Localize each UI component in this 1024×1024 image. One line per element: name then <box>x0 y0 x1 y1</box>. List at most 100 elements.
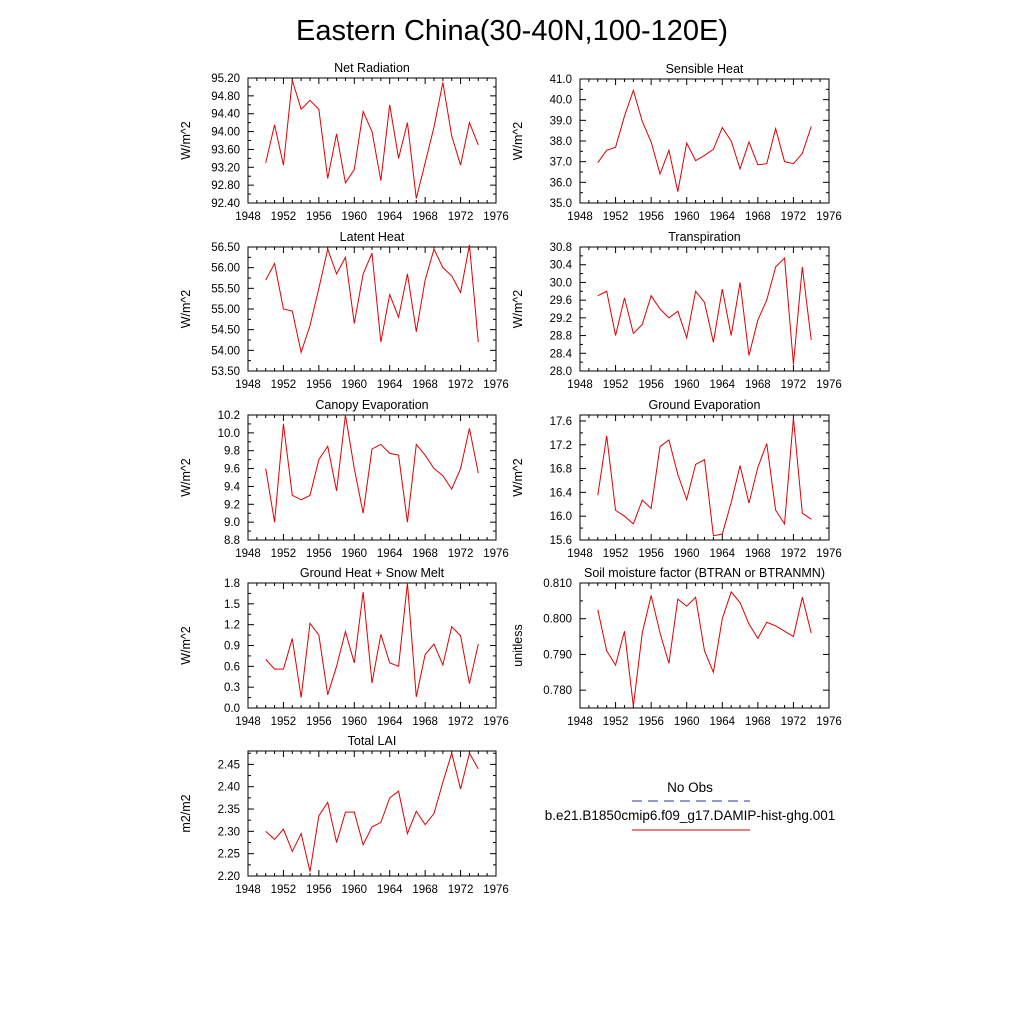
x-tick-label: 1960 <box>341 884 367 896</box>
y-axis-label: W/m^2 <box>179 626 193 665</box>
y-tick-label: 1.2 <box>224 620 240 632</box>
series-line <box>265 582 479 698</box>
x-tick-label: 1948 <box>567 379 593 391</box>
y-axis-label: W/m^2 <box>511 290 525 329</box>
x-tick-label: 1964 <box>709 379 735 391</box>
panel-1: Net Radiation W/m^2 1948 1952 1956 1960 1964 19… <box>179 61 509 223</box>
panel-title: Soil moisture factor (BTRAN or BTRANMN) <box>584 566 825 580</box>
y-tick-label: 38.0 <box>550 136 572 148</box>
x-tick-label: 1956 <box>306 884 332 896</box>
y-tick-label: 92.80 <box>211 180 240 192</box>
x-tick-label: 1976 <box>816 379 842 391</box>
series-line <box>265 751 479 872</box>
y-tick-label: 94.00 <box>211 127 240 139</box>
x-tick-label: 1960 <box>341 211 367 223</box>
panel-3: Latent Heat W/m^2 1948 1952 1956 1960 1964 1968… <box>179 230 509 391</box>
series-line <box>597 88 812 192</box>
y-tick-label: 28.8 <box>550 331 572 343</box>
y-tick-label: 30.0 <box>550 277 572 289</box>
panel-title: Sensible Heat <box>666 62 744 76</box>
plot-frame <box>247 582 497 709</box>
x-tick-label: 1948 <box>235 716 261 728</box>
y-tick-label: 0.6 <box>224 661 240 673</box>
x-tick-label: 1960 <box>674 379 700 391</box>
x-tick-label: 1964 <box>377 548 403 560</box>
y-tick-label: 54.00 <box>211 345 240 357</box>
y-tick-label: 0.9 <box>224 641 240 653</box>
x-tick-label: 1972 <box>448 379 474 391</box>
x-tick-label: 1948 <box>567 716 593 728</box>
y-tick-label: 1.8 <box>224 578 240 590</box>
x-tick-label: 1948 <box>235 211 261 223</box>
x-tick-label: 1952 <box>271 379 297 391</box>
y-tick-label: 56.00 <box>211 263 240 275</box>
x-tick-label: 1964 <box>377 379 403 391</box>
y-axis-label: W/m^2 <box>511 458 525 497</box>
x-tick-label: 1948 <box>235 884 261 896</box>
y-tick-label: 15.6 <box>550 535 572 547</box>
y-tick-label: 2.40 <box>218 782 240 794</box>
panel-7: Ground Heat + Snow Melt W/m^2 1948 1952 1956… <box>179 566 509 728</box>
x-tick-label: 1952 <box>603 716 629 728</box>
x-tick-label: 1972 <box>781 379 807 391</box>
x-tick-label: 1956 <box>638 548 664 560</box>
x-tick-label: 1972 <box>781 716 807 728</box>
y-tick-label: 16.4 <box>550 487 573 499</box>
y-axis-label: W/m^2 <box>179 290 193 329</box>
plot-frame <box>579 246 830 372</box>
panel-4: Transpiration W/m^2 1948 1952 1956 1960 1964 19… <box>511 230 842 391</box>
x-tick-label: 1948 <box>567 211 593 223</box>
x-tick-label: 1968 <box>745 548 771 560</box>
panel-title: Ground Evaporation <box>649 398 761 412</box>
x-tick-label: 1964 <box>709 211 735 223</box>
x-tick-label: 1976 <box>483 884 509 896</box>
x-tick-label: 1956 <box>306 379 332 391</box>
x-tick-label: 1960 <box>341 379 367 391</box>
x-tick-label: 1972 <box>781 211 807 223</box>
x-tick-label: 1964 <box>709 716 735 728</box>
plot-frame <box>579 582 830 709</box>
y-tick-label: 9.4 <box>224 481 241 493</box>
legend-label-model: b.e21.B1850cmip6.f09_g17.DAMIP-hist-ghg.… <box>545 808 835 823</box>
x-tick-label: 1956 <box>638 379 664 391</box>
x-tick-label: 1972 <box>448 884 474 896</box>
x-tick-label: 1976 <box>816 211 842 223</box>
panel-8: Soil moisture factor (BTRAN or BTRANMN) u… <box>511 566 842 728</box>
y-tick-label: 28.4 <box>550 348 573 360</box>
y-tick-label: 29.2 <box>550 313 572 325</box>
y-tick-label: 9.0 <box>224 517 240 529</box>
x-tick-label: 1964 <box>709 548 735 560</box>
y-tick-label: 55.50 <box>211 283 240 295</box>
y-tick-label: 30.4 <box>550 260 573 272</box>
y-tick-label: 39.0 <box>550 115 572 127</box>
x-tick-label: 1960 <box>674 716 700 728</box>
y-tick-label: 54.50 <box>211 325 240 337</box>
x-tick-label: 1956 <box>306 548 332 560</box>
x-tick-label: 1952 <box>271 548 297 560</box>
y-tick-label: 2.45 <box>218 759 240 771</box>
legend-label-obs: No Obs <box>667 780 713 795</box>
series-line <box>597 417 812 537</box>
x-tick-label: 1972 <box>448 211 474 223</box>
y-tick-label: 0.3 <box>224 682 240 694</box>
y-tick-label: 17.6 <box>550 416 572 428</box>
y-tick-label: 16.8 <box>550 464 572 476</box>
y-tick-label: 30.8 <box>550 242 572 254</box>
x-tick-label: 1960 <box>341 716 367 728</box>
y-tick-label: 53.50 <box>211 366 240 378</box>
y-tick-label: 0.780 <box>543 685 572 697</box>
y-tick-label: 17.2 <box>550 440 572 452</box>
y-tick-label: 92.40 <box>211 198 240 210</box>
x-tick-label: 1968 <box>412 379 438 391</box>
x-tick-label: 1968 <box>412 884 438 896</box>
plot-frame <box>247 77 497 204</box>
y-tick-label: 0.810 <box>543 578 572 590</box>
y-tick-label: 95.20 <box>211 73 240 85</box>
x-tick-label: 1964 <box>377 211 403 223</box>
x-tick-label: 1952 <box>603 548 629 560</box>
y-tick-label: 37.0 <box>550 157 572 169</box>
plot-frame <box>247 414 497 541</box>
series-line <box>265 80 479 199</box>
x-tick-label: 1952 <box>603 211 629 223</box>
panel-title: Transpiration <box>668 230 741 244</box>
